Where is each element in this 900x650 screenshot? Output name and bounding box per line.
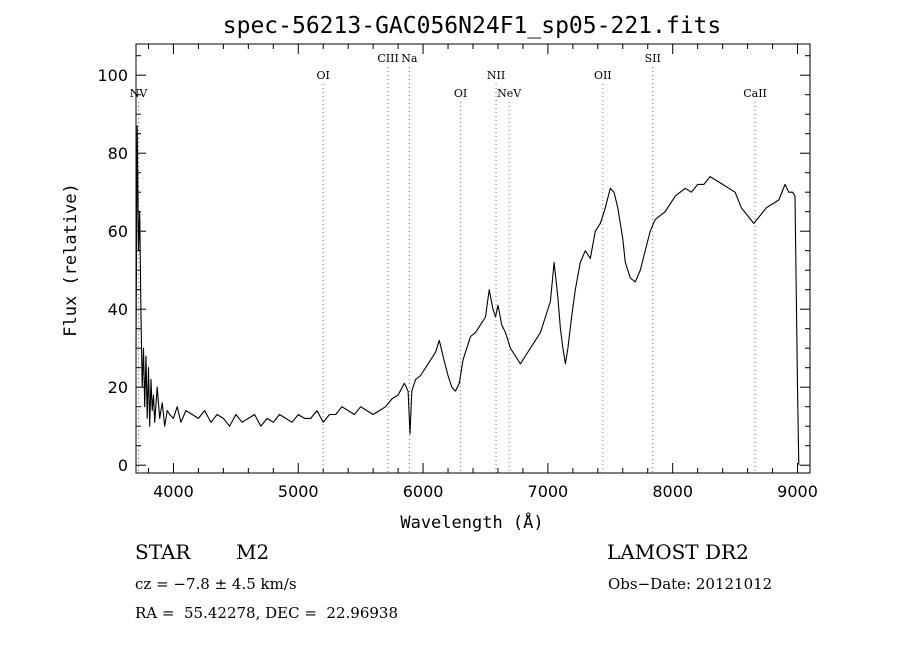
y-tick-label: 100	[97, 66, 128, 85]
y-axis-label: Flux (relative)	[61, 183, 81, 337]
spectral-line-label: SII	[645, 52, 661, 65]
coordinates: RA = 55.42278, DEC = 22.96938	[135, 604, 399, 622]
spectral-line-label: CIII	[377, 52, 398, 65]
y-tick-label: 80	[108, 144, 128, 163]
spectral-line-label: NV	[130, 87, 149, 100]
x-tick-label: 9000	[777, 482, 818, 501]
x-tick-label: 6000	[403, 482, 444, 501]
spectral-line-label: OI	[317, 69, 330, 82]
x-tick-label: 8000	[652, 482, 693, 501]
chart-title: spec-56213-GAC056N24F1_sp05-221.fits	[223, 13, 722, 39]
object-class: STAR	[135, 540, 191, 564]
spectral-line-label: Na	[401, 52, 418, 65]
redshift-text: cz = −7.8 ± 4.5 km/s	[135, 575, 297, 593]
obs-date: Obs−Date: 20121012	[608, 575, 773, 593]
spectral-line-label: OI	[454, 87, 467, 100]
x-axis-label: Wavelength (Å)	[400, 511, 543, 533]
flux-series-line	[135, 125, 800, 466]
spectral-line-label: OII	[594, 69, 612, 82]
x-tick-label: 7000	[528, 482, 569, 501]
y-tick-label: 40	[108, 300, 128, 319]
x-tick-label: 4000	[153, 482, 194, 501]
y-tick-label: 0	[118, 456, 128, 475]
spectral-line-label: CaII	[743, 87, 767, 100]
y-tick-label: 60	[108, 222, 128, 241]
object-subclass: M2	[236, 540, 270, 564]
plot-frame	[135, 43, 811, 474]
x-tick-label: 5000	[278, 482, 319, 501]
y-tick-label: 20	[108, 378, 128, 397]
spectral-line-label: NeV	[497, 87, 522, 100]
spectral-line-label: NII	[487, 69, 505, 82]
survey-name: LAMOST DR2	[607, 540, 749, 564]
